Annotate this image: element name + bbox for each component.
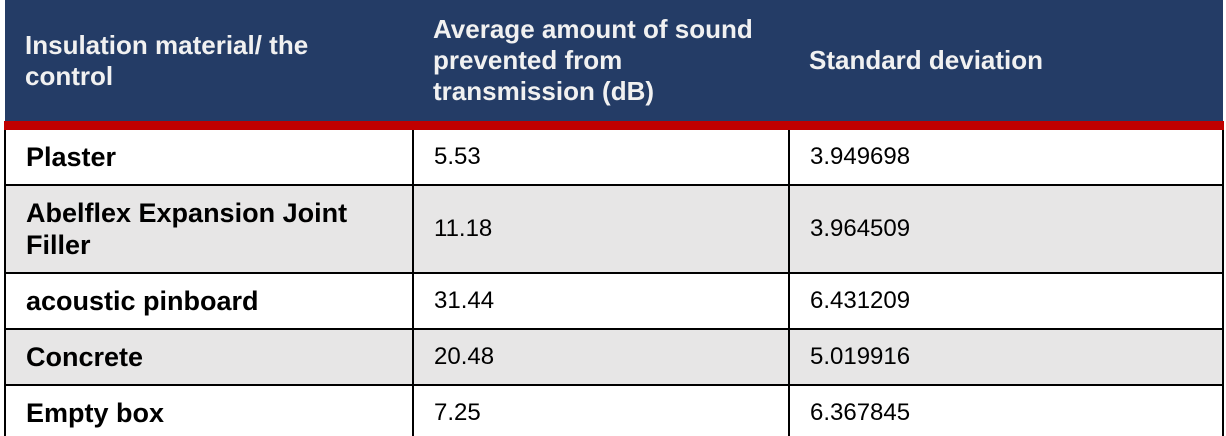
insulation-results-table: Insulation material/ the control Average… bbox=[4, 0, 1224, 436]
material-cell: Plaster bbox=[4, 124, 414, 186]
average-db-cell: 31.44 bbox=[412, 272, 790, 330]
std-dev-cell: 6.431209 bbox=[788, 272, 1224, 330]
table-row: acoustic pinboard 31.44 6.431209 bbox=[4, 272, 1224, 330]
column-header-average-db: Average amount of sound prevented from t… bbox=[413, 0, 789, 130]
column-header-std-deviation: Standard deviation bbox=[789, 0, 1223, 130]
table-row: Empty box 7.25 6.367845 bbox=[4, 384, 1224, 436]
material-cell: Concrete bbox=[4, 328, 414, 386]
std-dev-cell: 5.019916 bbox=[788, 328, 1224, 386]
table-row: Concrete 20.48 5.019916 bbox=[4, 328, 1224, 386]
table-row: Plaster 5.53 3.949698 bbox=[4, 124, 1224, 186]
std-dev-cell: 3.949698 bbox=[788, 124, 1224, 186]
material-cell: Abelflex Expansion Joint Filler bbox=[4, 184, 414, 274]
std-dev-cell: 3.964509 bbox=[788, 184, 1224, 274]
material-cell: acoustic pinboard bbox=[4, 272, 414, 330]
column-header-material: Insulation material/ the control bbox=[5, 0, 413, 130]
average-db-cell: 5.53 bbox=[412, 124, 790, 186]
table-row: Abelflex Expansion Joint Filler 11.18 3.… bbox=[4, 184, 1224, 274]
average-db-cell: 11.18 bbox=[412, 184, 790, 274]
material-cell: Empty box bbox=[4, 384, 414, 436]
header-row: Insulation material/ the control Average… bbox=[5, 0, 1223, 130]
average-db-cell: 7.25 bbox=[412, 384, 790, 436]
average-db-cell: 20.48 bbox=[412, 328, 790, 386]
std-dev-cell: 6.367845 bbox=[788, 384, 1224, 436]
